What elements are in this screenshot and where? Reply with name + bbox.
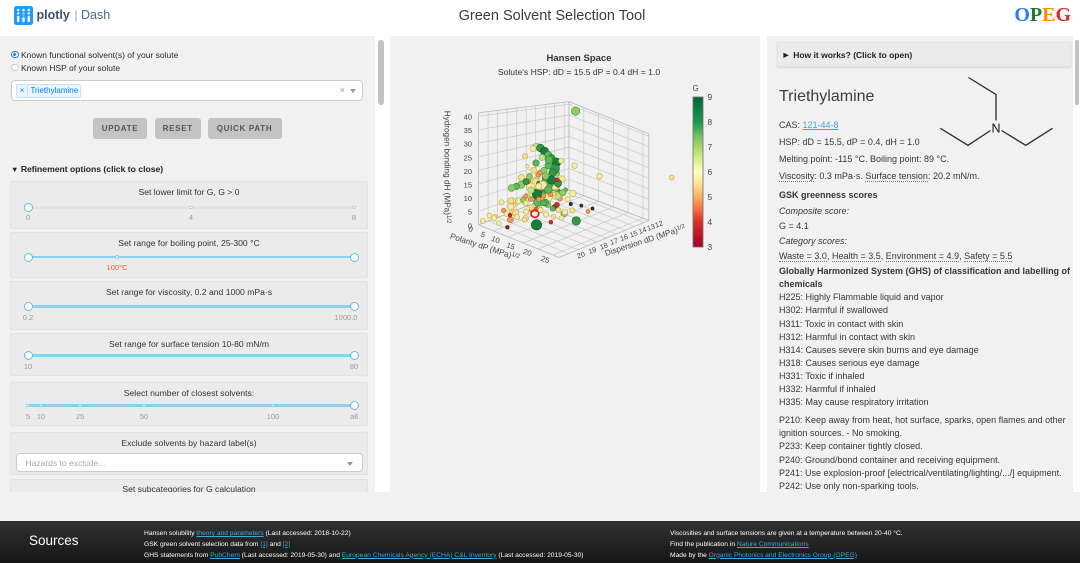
svg-text:20: 20 — [464, 167, 472, 176]
svg-text:5: 5 — [480, 230, 487, 240]
svg-text:4: 4 — [708, 217, 713, 227]
svg-text:35: 35 — [464, 126, 472, 135]
svg-text:3: 3 — [708, 242, 713, 252]
svg-text:Hydrogen bonding dH (MPa)1/2: Hydrogen bonding dH (MPa)1/2 — [443, 111, 452, 224]
svg-text:20: 20 — [576, 249, 586, 260]
svg-text:20: 20 — [522, 247, 533, 258]
svg-text:19: 19 — [587, 245, 597, 256]
svg-text:15: 15 — [628, 228, 638, 239]
svg-text:25: 25 — [540, 254, 551, 265]
svg-text:N: N — [991, 122, 1000, 136]
svg-text:G: G — [693, 84, 699, 93]
svg-text:10: 10 — [490, 234, 501, 245]
svg-text:7: 7 — [708, 142, 713, 152]
svg-text:15: 15 — [505, 240, 516, 251]
svg-text:5: 5 — [468, 208, 472, 217]
svg-text:5: 5 — [708, 192, 713, 202]
svg-text:16: 16 — [619, 232, 629, 243]
svg-text:17: 17 — [609, 236, 619, 247]
svg-text:9: 9 — [708, 92, 713, 102]
svg-text:8: 8 — [708, 117, 713, 127]
svg-text:0: 0 — [468, 221, 472, 230]
svg-text:14: 14 — [637, 225, 647, 236]
svg-text:40: 40 — [464, 113, 472, 122]
svg-text:25: 25 — [464, 153, 472, 162]
svg-text:Solute's HSP: dD = 15.5 dP = 0: Solute's HSP: dD = 15.5 dP = 0.4 dH = 1.… — [498, 67, 660, 77]
svg-text:30: 30 — [464, 140, 472, 149]
svg-text:15: 15 — [464, 181, 472, 190]
svg-text:12: 12 — [654, 218, 664, 229]
svg-text:10: 10 — [464, 194, 472, 203]
svg-text:18: 18 — [598, 240, 608, 251]
svg-text:0: 0 — [467, 224, 474, 234]
svg-text:13: 13 — [646, 222, 656, 233]
svg-text:Hansen Space: Hansen Space — [547, 53, 612, 64]
svg-text:6: 6 — [708, 167, 713, 177]
